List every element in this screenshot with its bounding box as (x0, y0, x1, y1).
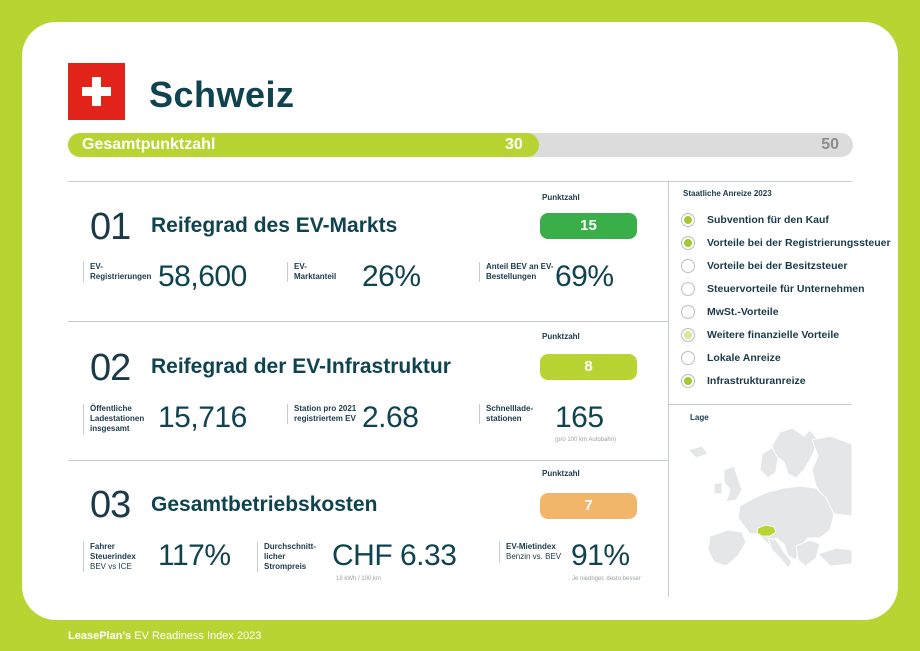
metric-label: Durchschnitt-licher Strompreis (257, 542, 323, 572)
status-dot-icon (681, 213, 695, 227)
total-score-max: 50 (821, 136, 839, 153)
europe-map-icon (687, 427, 852, 569)
status-dot-icon (681, 236, 695, 250)
score-header: Punktzahl (542, 332, 580, 341)
metric-label: Fahrer Steuerindex BEV vs ICE (83, 542, 147, 572)
total-score-value: 30 (505, 136, 523, 153)
metric-value: 91% (571, 539, 630, 572)
metric-value: 15,716 (158, 401, 247, 434)
metric-value: 117% (158, 539, 231, 572)
status-dot-icon (681, 328, 695, 342)
status-dot-icon (681, 259, 695, 273)
status-dot-icon (681, 351, 695, 365)
incentive-label: Subvention für den Kauf (707, 214, 829, 226)
section-score-badge: 8 (540, 354, 637, 380)
divider (668, 404, 852, 405)
incentive-label: Weitere finanzielle Vorteile (707, 329, 840, 341)
status-dot-icon (681, 374, 695, 388)
incentive-label: Vorteile bei der Registrierungssteuer (707, 237, 891, 249)
metric-value: 2.68 (362, 401, 419, 434)
total-score-bar: Gesamtpunktzahl 30 50 (68, 133, 853, 157)
section-title: Gesamtbetriebskosten (151, 493, 378, 516)
metric-value: 69% (555, 260, 614, 293)
metric-note: 18 kWh / 100 km (336, 576, 382, 582)
section-number: 02 (90, 347, 131, 389)
swiss-flag-icon (68, 63, 125, 120)
metric-label: Öffentliche Ladestationen insgesamt (83, 404, 155, 434)
metric-value: 58,600 (158, 260, 247, 293)
divider (68, 460, 668, 461)
incentive-label: Infrastrukturanreize (707, 375, 806, 387)
section-number: 01 (90, 206, 131, 248)
divider (68, 321, 668, 322)
status-dot-icon (681, 282, 695, 296)
metric-value: CHF 6.33 (332, 539, 457, 572)
incentives-title: Staatliche Anreize 2023 (683, 189, 772, 198)
incentive-label: Steuervorteile für Unternehmen (707, 283, 865, 295)
metric-label: Schnelllade-stationen (479, 404, 545, 424)
metric-note: Je niedriger, desto besser (572, 576, 641, 582)
section-title: Reifegrad der EV-Infrastruktur (151, 355, 451, 378)
section-title: Reifegrad des EV-Markts (151, 214, 398, 237)
metric-label: EV-Registrierungen (83, 262, 155, 282)
divider (68, 181, 852, 182)
footer-text: EV Readiness Index 2023 (134, 630, 262, 642)
total-score-fill (68, 133, 539, 157)
footer: LeasePlan's EV Readiness Index 2023 (68, 630, 261, 642)
score-header: Punktzahl (542, 193, 580, 202)
incentive-label: Vorteile bei der Besitzsteuer (707, 260, 848, 272)
metric-value: 165 (555, 401, 604, 434)
total-score-label: Gesamtpunktzahl (82, 136, 216, 153)
footer-brand: LeasePlan's (68, 630, 132, 642)
section-score-badge: 7 (540, 493, 637, 519)
metric-label: EV-Mietindex Benzin vs. BEV (499, 542, 565, 562)
metric-label: EV-Marktanteil (287, 262, 347, 282)
location-label: Lage (690, 413, 709, 422)
country-title: Schweiz (149, 74, 295, 115)
score-header: Punktzahl (542, 469, 580, 478)
metric-label: Anteil BEV an EV-Bestellungen (479, 262, 555, 282)
section-number: 03 (90, 484, 131, 526)
incentive-label: Lokale Anreize (707, 352, 781, 364)
metric-label: Station pro 2021 registriertem EV (287, 404, 359, 424)
metric-value: 26% (362, 260, 421, 293)
incentive-label: MwSt.-Vorteile (707, 306, 779, 318)
section-score-badge: 15 (540, 213, 637, 239)
divider (668, 181, 669, 597)
status-dot-icon (681, 305, 695, 319)
metric-note: (pro 100 km Autobahn) (555, 437, 617, 443)
